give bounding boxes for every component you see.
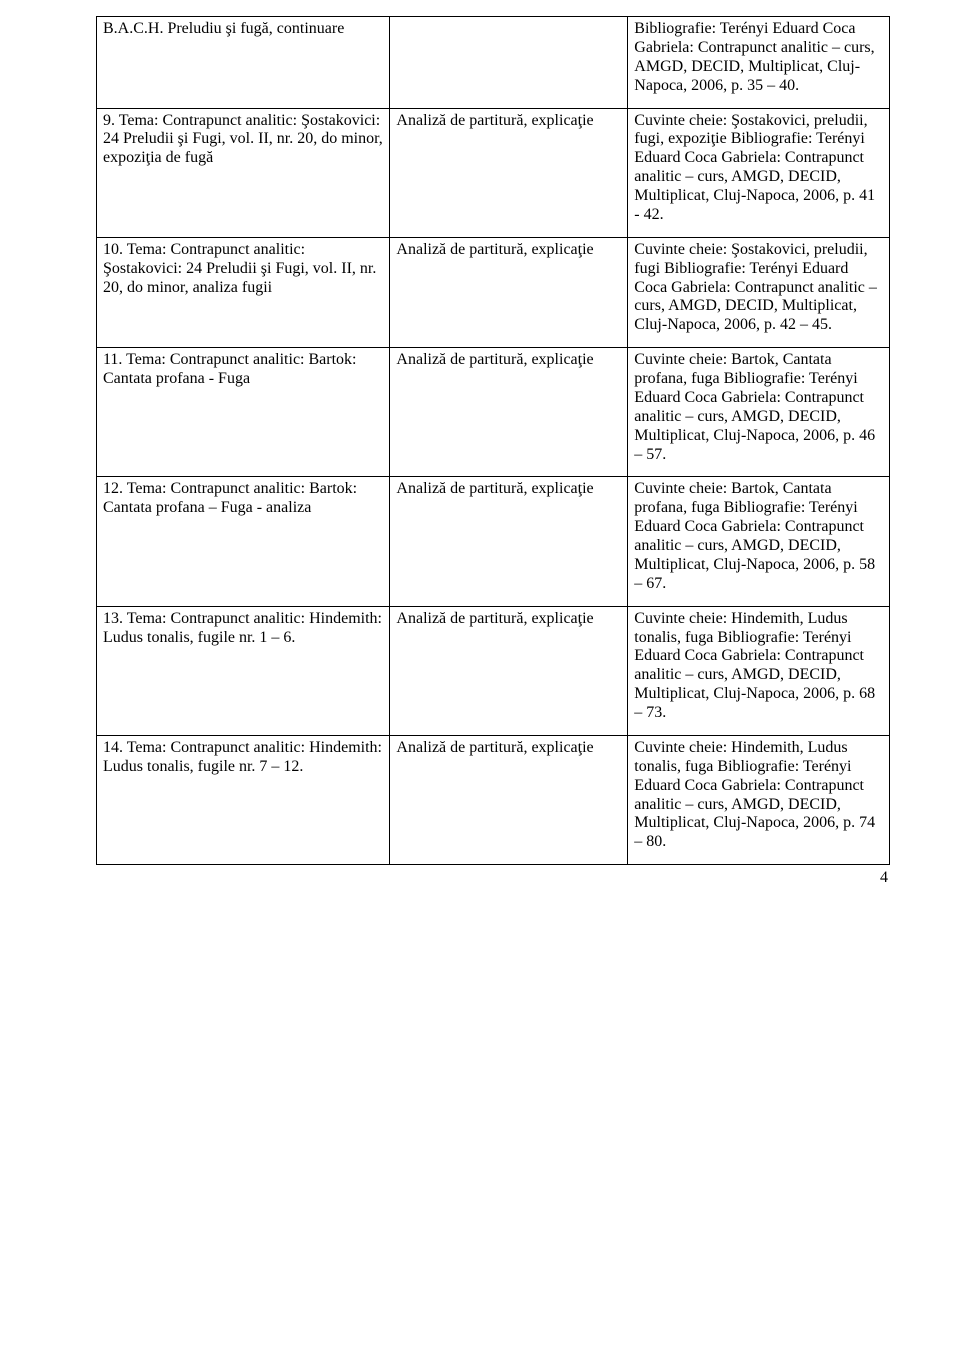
cell-keywords: Bibliografie: Terényi Eduard Coca Gabrie…: [628, 17, 890, 109]
page-number: 4: [96, 869, 890, 887]
table-row: 10. Tema: Contrapunct analitic: Şostakov…: [97, 237, 890, 347]
cell-keywords: Cuvinte cheie: Bartok, Cantata profana, …: [628, 348, 890, 477]
cell-method: Analiză de partitură, explicaţie: [390, 237, 628, 347]
syllabus-table: B.A.C.H. Preludiu şi fugă, continuare Bi…: [96, 16, 890, 865]
cell-topic: 12. Tema: Contrapunct analitic: Bartok: …: [97, 477, 390, 606]
cell-method: [390, 17, 628, 109]
cell-keywords: Cuvinte cheie: Şostakovici, preludii, fu…: [628, 237, 890, 347]
table-row: 13. Tema: Contrapunct analitic: Hindemit…: [97, 606, 890, 735]
cell-topic: 9. Tema: Contrapunct analitic: Şostakovi…: [97, 108, 390, 237]
cell-topic: 11. Tema: Contrapunct analitic: Bartok: …: [97, 348, 390, 477]
table-row: 11. Tema: Contrapunct analitic: Bartok: …: [97, 348, 890, 477]
table-row: 14. Tema: Contrapunct analitic: Hindemit…: [97, 735, 890, 864]
cell-topic: 10. Tema: Contrapunct analitic: Şostakov…: [97, 237, 390, 347]
cell-keywords: Cuvinte cheie: Hindemith, Ludus tonalis,…: [628, 606, 890, 735]
table-row: 9. Tema: Contrapunct analitic: Şostakovi…: [97, 108, 890, 237]
cell-topic: 13. Tema: Contrapunct analitic: Hindemit…: [97, 606, 390, 735]
cell-method: Analiză de partitură, explicaţie: [390, 606, 628, 735]
cell-keywords: Cuvinte cheie: Şostakovici, preludii, fu…: [628, 108, 890, 237]
cell-method: Analiză de partitură, explicaţie: [390, 477, 628, 606]
cell-method: Analiză de partitură, explicaţie: [390, 735, 628, 864]
table-row: B.A.C.H. Preludiu şi fugă, continuare Bi…: [97, 17, 890, 109]
table-row: 12. Tema: Contrapunct analitic: Bartok: …: [97, 477, 890, 606]
cell-method: Analiză de partitură, explicaţie: [390, 108, 628, 237]
cell-topic: 14. Tema: Contrapunct analitic: Hindemit…: [97, 735, 390, 864]
cell-method: Analiză de partitură, explicaţie: [390, 348, 628, 477]
cell-keywords: Cuvinte cheie: Hindemith, Ludus tonalis,…: [628, 735, 890, 864]
cell-keywords: Cuvinte cheie: Bartok, Cantata profana, …: [628, 477, 890, 606]
cell-topic: B.A.C.H. Preludiu şi fugă, continuare: [97, 17, 390, 109]
table-body: B.A.C.H. Preludiu şi fugă, continuare Bi…: [97, 17, 890, 865]
